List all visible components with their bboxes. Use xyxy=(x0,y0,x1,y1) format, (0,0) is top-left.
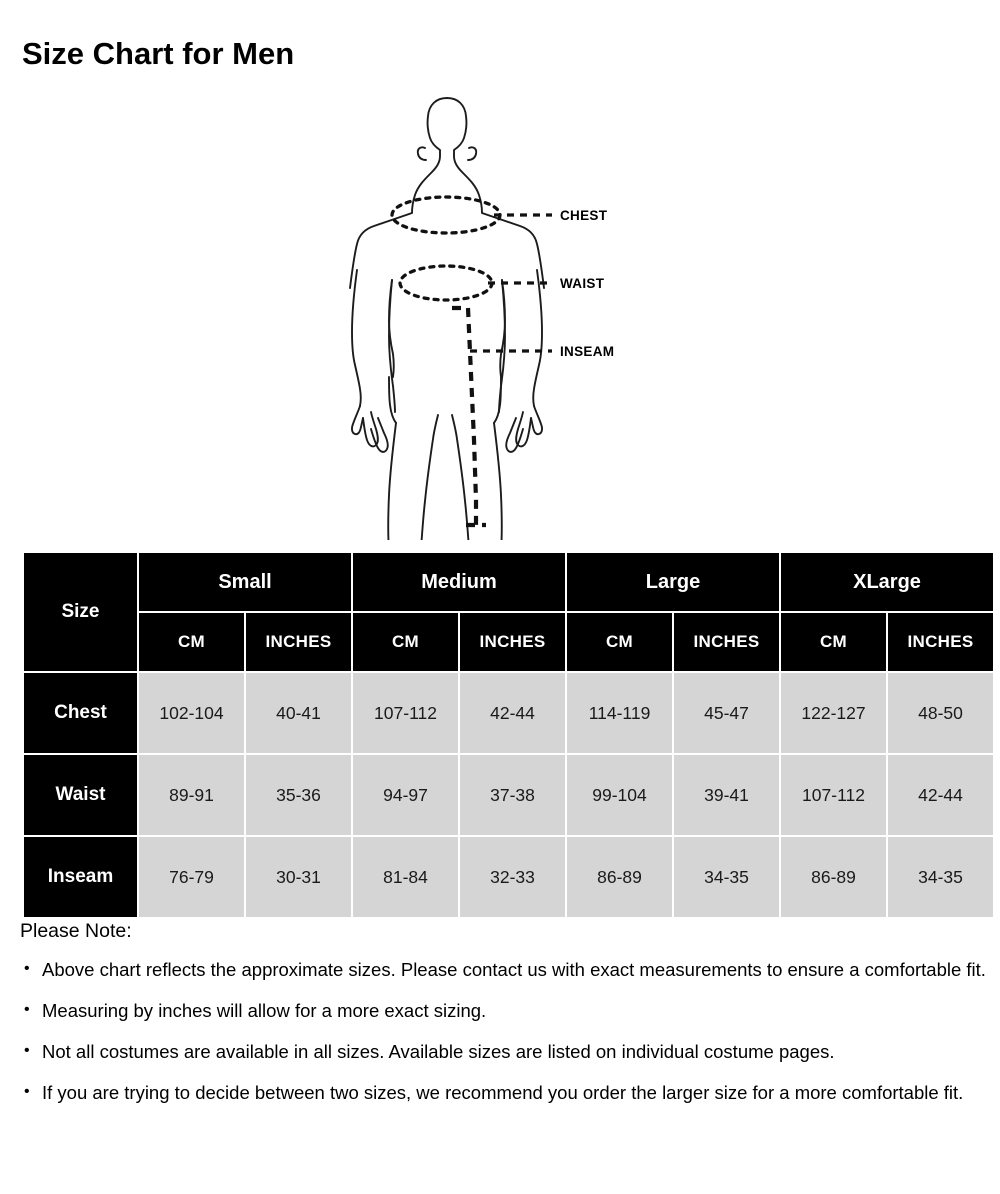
bullet-icon: • xyxy=(24,1000,30,1018)
header-unit-xlarge-cm: CM xyxy=(781,613,887,671)
header-unit-medium-cm: CM xyxy=(353,613,459,671)
header-unit-small-cm: CM xyxy=(139,613,244,671)
note-text: Above chart reflects the approximate siz… xyxy=(42,958,986,980)
cell-inseam-small-inches: 30-31 xyxy=(246,837,352,917)
row-label-waist: Waist xyxy=(24,755,137,835)
cell-inseam-large-cm: 86-89 xyxy=(567,837,673,917)
header-unit-xlarge-inches: INCHES xyxy=(888,613,994,671)
waist-label: WAIST xyxy=(560,276,605,291)
page-title: Size Chart for Men xyxy=(22,35,295,71)
table-header-row-units: CM INCHES CM INCHES CM INCHES CM INCHES xyxy=(24,613,994,671)
table-row: Inseam 76-79 30-31 81-84 32-33 86-89 34-… xyxy=(24,837,994,917)
header-group-large: Large xyxy=(567,553,780,611)
cell-chest-xlarge-inches: 48-50 xyxy=(888,673,994,753)
bullet-icon: • xyxy=(24,1041,30,1059)
cell-chest-small-cm: 102-104 xyxy=(139,673,244,753)
list-item: • Measuring by inches will allow for a m… xyxy=(20,997,986,1025)
cell-chest-medium-inches: 42-44 xyxy=(460,673,566,753)
cell-waist-xlarge-cm: 107-112 xyxy=(781,755,887,835)
cell-waist-medium-inches: 37-38 xyxy=(460,755,566,835)
header-size: Size xyxy=(24,553,137,671)
waist-measure-ellipse xyxy=(398,264,494,302)
inseam-label: INSEAM xyxy=(560,344,614,359)
size-chart-table: Size Small Medium Large XLarge CM INCHES… xyxy=(22,551,996,919)
cell-inseam-small-cm: 76-79 xyxy=(139,837,244,917)
cell-waist-xlarge-inches: 42-44 xyxy=(888,755,994,835)
cell-waist-large-inches: 39-41 xyxy=(674,755,780,835)
cell-waist-small-inches: 35-36 xyxy=(246,755,352,835)
cell-chest-large-cm: 114-119 xyxy=(567,673,673,753)
bullet-icon: • xyxy=(24,959,30,977)
note-text: Measuring by inches will allow for a mor… xyxy=(42,999,487,1021)
row-label-chest: Chest xyxy=(24,673,137,753)
cell-inseam-medium-inches: 32-33 xyxy=(460,837,566,917)
bullet-icon: • xyxy=(24,1082,30,1100)
notes-list: • Above chart reflects the approximate s… xyxy=(20,956,986,1107)
body-outline-icon xyxy=(349,97,545,540)
header-group-small: Small xyxy=(139,553,352,611)
header-group-medium: Medium xyxy=(353,553,566,611)
table-row: Waist 89-91 35-36 94-97 37-38 99-104 39-… xyxy=(24,755,994,835)
cell-inseam-xlarge-inches: 34-35 xyxy=(888,837,994,917)
cell-chest-medium-cm: 107-112 xyxy=(353,673,459,753)
chest-label: CHEST xyxy=(560,208,608,223)
cell-waist-large-cm: 99-104 xyxy=(567,755,673,835)
header-group-xlarge: XLarge xyxy=(781,553,994,611)
header-unit-small-inches: INCHES xyxy=(246,613,352,671)
notes-section: Please Note: • Above chart reflects the … xyxy=(20,920,986,1120)
list-item: • Not all costumes are available in all … xyxy=(20,1038,986,1066)
cell-chest-small-inches: 40-41 xyxy=(246,673,352,753)
header-unit-large-cm: CM xyxy=(567,613,673,671)
list-item: • Above chart reflects the approximate s… xyxy=(20,956,986,984)
notes-heading: Please Note: xyxy=(20,920,132,942)
note-text: If you are trying to decide between two … xyxy=(42,1081,964,1103)
cell-chest-xlarge-cm: 122-127 xyxy=(781,673,887,753)
row-label-inseam: Inseam xyxy=(24,837,137,917)
table-header-row-groups: Size Small Medium Large XLarge xyxy=(24,553,994,671)
header-unit-medium-inches: INCHES xyxy=(460,613,566,671)
header-unit-large-inches: INCHES xyxy=(674,613,780,671)
cell-inseam-medium-cm: 81-84 xyxy=(353,837,459,917)
cell-inseam-large-inches: 34-35 xyxy=(674,837,780,917)
note-text: Not all costumes are available in all si… xyxy=(42,1040,835,1062)
inseam-measure-line xyxy=(452,305,479,525)
cell-chest-large-inches: 45-47 xyxy=(674,673,780,753)
cell-waist-small-cm: 89-91 xyxy=(139,755,244,835)
cell-inseam-xlarge-cm: 86-89 xyxy=(781,837,887,917)
table-row: Chest 102-104 40-41 107-112 42-44 114-11… xyxy=(24,673,994,753)
list-item: • If you are trying to decide between tw… xyxy=(20,1079,986,1107)
body-measurement-figure: CHEST WAIST INSEAM xyxy=(0,80,1000,540)
cell-waist-medium-cm: 94-97 xyxy=(353,755,459,835)
